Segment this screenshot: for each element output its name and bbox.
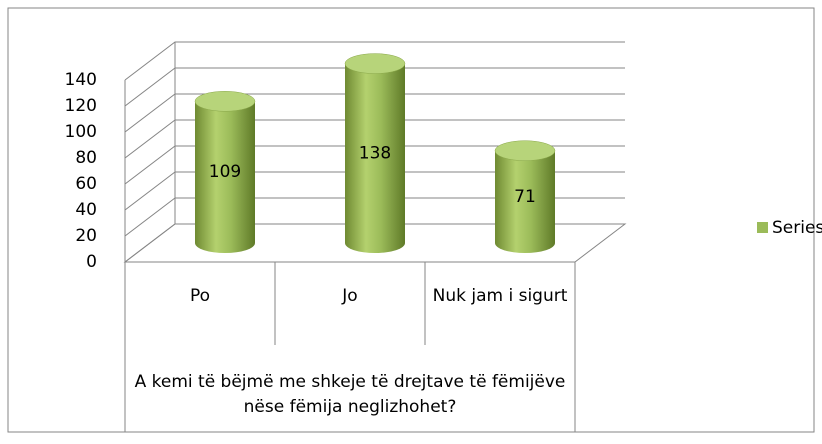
y-tick-label: 100 — [65, 122, 97, 142]
x-tick-label: Po — [189, 286, 211, 306]
data-label: 138 — [359, 143, 391, 163]
legend-swatch — [757, 222, 768, 233]
x-tick-label-box: Po — [189, 286, 211, 306]
bar-top — [344, 53, 406, 74]
legend-label: Series1 — [772, 218, 822, 238]
chart-border — [7, 7, 815, 433]
bar-top — [194, 91, 256, 112]
bar — [345, 63, 405, 253]
y-tick-label: 80 — [75, 148, 97, 168]
y-tick-label: 140 — [65, 70, 97, 90]
data-label: 109 — [209, 162, 241, 182]
y-tick-label: 0 — [86, 252, 97, 272]
bar — [495, 150, 555, 253]
x-tick-label: Jo — [342, 286, 358, 306]
grid-line — [124, 67, 625, 107]
y-tick-label: 40 — [75, 200, 97, 220]
data-label: 71 — [514, 187, 536, 207]
x-axis-title: A kemi të bëjmë me shkeje të drejtave të… — [134, 372, 566, 417]
grid-line — [124, 93, 625, 133]
grid-line — [124, 171, 625, 211]
y-tick-label: 60 — [75, 174, 97, 194]
y-tick-label: 20 — [75, 226, 97, 246]
grid-line — [124, 145, 625, 185]
grid-line — [124, 119, 625, 159]
x-axis-title-box: A kemi të bëjmë me shkeje të drejtave të… — [134, 372, 566, 417]
grid-line — [124, 41, 625, 81]
grid-line — [124, 197, 625, 237]
y-tick-label: 120 — [65, 96, 97, 116]
x-tick-label: Nuk jam i sigurt — [432, 286, 568, 306]
x-tick-label-box: Nuk jam i sigurt — [432, 286, 568, 306]
grid-line — [124, 223, 625, 263]
x-tick-label-box: Jo — [342, 286, 358, 306]
bar — [195, 101, 255, 253]
bar-top — [494, 140, 556, 161]
